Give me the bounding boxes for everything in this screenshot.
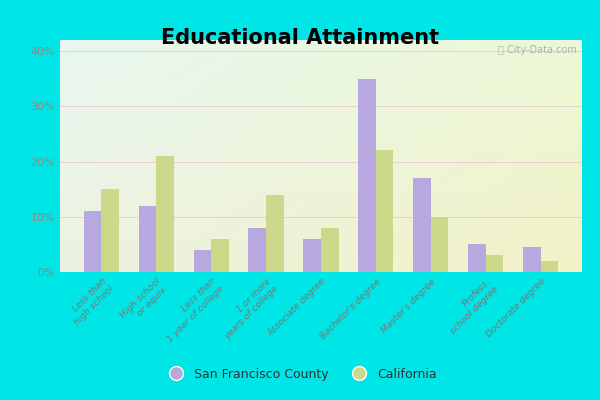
Bar	[194, 250, 211, 272]
Bar	[523, 247, 541, 272]
Bar	[101, 189, 119, 272]
Bar	[468, 244, 486, 272]
Bar	[156, 156, 174, 272]
Bar	[358, 79, 376, 272]
Bar	[486, 256, 503, 272]
Bar	[304, 239, 321, 272]
Bar	[266, 195, 284, 272]
Bar	[139, 206, 156, 272]
Bar	[413, 178, 431, 272]
Bar	[84, 211, 101, 272]
Text: ⓘ City-Data.com: ⓘ City-Data.com	[498, 45, 577, 55]
Bar	[321, 228, 338, 272]
Legend: San Francisco County, California: San Francisco County, California	[158, 363, 442, 386]
Text: Educational Attainment: Educational Attainment	[161, 28, 439, 48]
Bar	[376, 150, 394, 272]
Bar	[248, 228, 266, 272]
Bar	[541, 261, 558, 272]
Bar	[431, 217, 448, 272]
Bar	[211, 239, 229, 272]
